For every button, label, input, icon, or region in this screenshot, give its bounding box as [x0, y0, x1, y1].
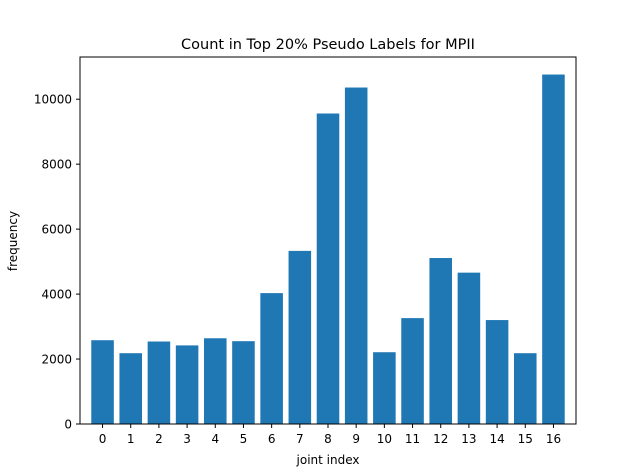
x-tick-label: 2 — [155, 432, 163, 446]
bar-7 — [288, 250, 312, 424]
x-tick-label: 7 — [296, 432, 304, 446]
x-tick-label: 8 — [324, 432, 332, 446]
y-tick-label: 8000 — [41, 158, 72, 172]
y-axis-label: frequency — [6, 211, 20, 271]
bar-0 — [91, 340, 114, 424]
y-tick-label: 10000 — [34, 93, 72, 107]
x-tick-label: 12 — [433, 432, 448, 446]
y-tick-label: 4000 — [41, 288, 72, 302]
plot-frame — [79, 56, 577, 425]
x-tick-label: 3 — [183, 432, 191, 446]
bar-1 — [119, 353, 142, 424]
bar-9 — [344, 87, 368, 424]
x-tick-label: 1 — [127, 432, 135, 446]
x-tick-label: 14 — [489, 432, 504, 446]
x-axis-ticks: 0 1 2 3 4 5 6 7 8 9 10 11 12 13 14 15 16 — [99, 424, 561, 446]
y-tick-label: 6000 — [41, 223, 72, 237]
bar-2 — [147, 341, 171, 424]
x-tick-label: 16 — [546, 432, 561, 446]
x-tick-label: 9 — [352, 432, 360, 446]
bar-11 — [401, 318, 424, 424]
y-tick-label: 2000 — [41, 353, 72, 367]
bar-6 — [260, 293, 283, 424]
x-axis-label: joint index — [296, 453, 360, 467]
x-tick-label: 0 — [99, 432, 107, 446]
x-tick-label: 4 — [211, 432, 219, 446]
bar-16 — [542, 74, 565, 424]
bars-group — [91, 74, 565, 424]
chart-title: Count in Top 20% Pseudo Labels for MPII — [181, 37, 475, 53]
bar-15 — [514, 353, 537, 424]
bar-14 — [485, 320, 509, 424]
bar-5 — [232, 341, 255, 424]
x-tick-label: 10 — [377, 432, 392, 446]
bar-13 — [457, 272, 481, 424]
x-tick-label: 5 — [240, 432, 248, 446]
y-axis-ticks: 0 2000 4000 6000 8000 10000 — [34, 93, 80, 432]
bar-4 — [204, 338, 227, 424]
bar-12 — [429, 258, 452, 424]
bar-8 — [316, 113, 340, 424]
x-tick-label: 15 — [518, 432, 533, 446]
bar-3 — [175, 345, 199, 424]
x-tick-label: 6 — [268, 432, 276, 446]
x-tick-label: 13 — [461, 432, 476, 446]
x-tick-label: 11 — [405, 432, 420, 446]
bar-10 — [373, 352, 396, 424]
y-tick-label: 0 — [64, 418, 72, 432]
